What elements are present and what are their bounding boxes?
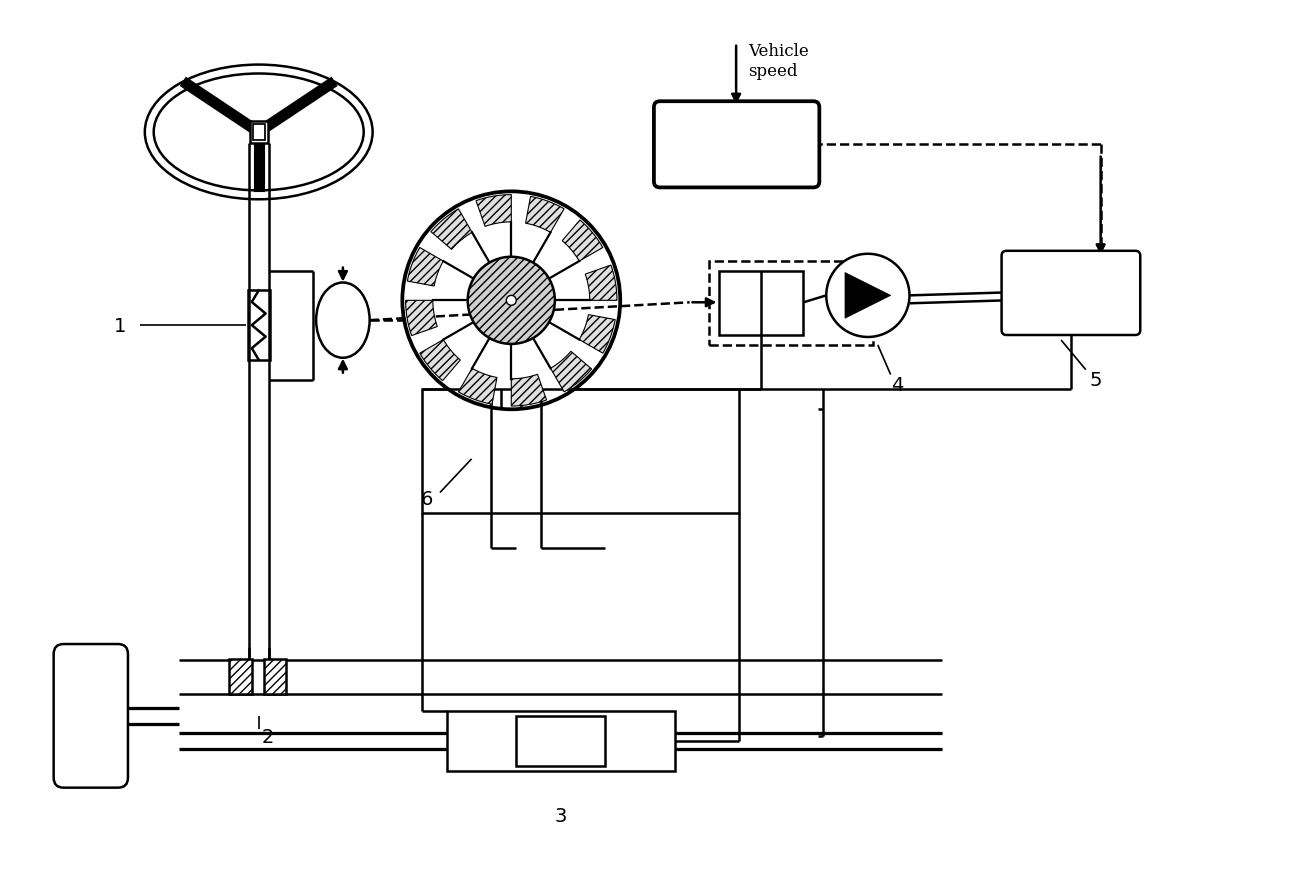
Polygon shape xyxy=(585,266,617,301)
Polygon shape xyxy=(408,248,443,287)
FancyBboxPatch shape xyxy=(655,102,820,188)
Ellipse shape xyxy=(145,66,373,200)
Circle shape xyxy=(467,257,555,344)
Text: 5: 5 xyxy=(1090,371,1103,390)
FancyBboxPatch shape xyxy=(1002,251,1140,335)
Polygon shape xyxy=(580,315,616,354)
Text: 2: 2 xyxy=(262,727,274,745)
Polygon shape xyxy=(431,210,473,250)
Bar xyxy=(248,291,270,360)
Ellipse shape xyxy=(316,284,369,358)
Bar xyxy=(709,262,873,346)
Polygon shape xyxy=(420,340,461,381)
Text: 6: 6 xyxy=(421,489,434,508)
Polygon shape xyxy=(550,352,591,392)
Bar xyxy=(719,271,803,335)
Polygon shape xyxy=(511,375,546,407)
Polygon shape xyxy=(405,301,438,336)
Ellipse shape xyxy=(154,75,364,191)
Polygon shape xyxy=(229,659,252,694)
Polygon shape xyxy=(458,369,497,405)
Bar xyxy=(249,122,267,144)
Text: 4: 4 xyxy=(891,376,904,394)
Text: 3: 3 xyxy=(555,806,567,825)
Polygon shape xyxy=(476,196,511,227)
Circle shape xyxy=(826,255,909,337)
Text: 1: 1 xyxy=(114,316,127,335)
Bar xyxy=(422,390,740,514)
Text: Vehicle
speed: Vehicle speed xyxy=(747,43,808,80)
Text: ECU: ECU xyxy=(696,128,777,162)
Circle shape xyxy=(506,296,516,306)
Circle shape xyxy=(403,192,620,410)
Bar xyxy=(516,716,605,766)
Bar xyxy=(447,711,675,771)
Polygon shape xyxy=(846,273,891,319)
Polygon shape xyxy=(525,198,564,234)
Polygon shape xyxy=(263,659,287,694)
Polygon shape xyxy=(563,220,603,262)
Bar xyxy=(253,125,265,140)
FancyBboxPatch shape xyxy=(54,644,128,788)
